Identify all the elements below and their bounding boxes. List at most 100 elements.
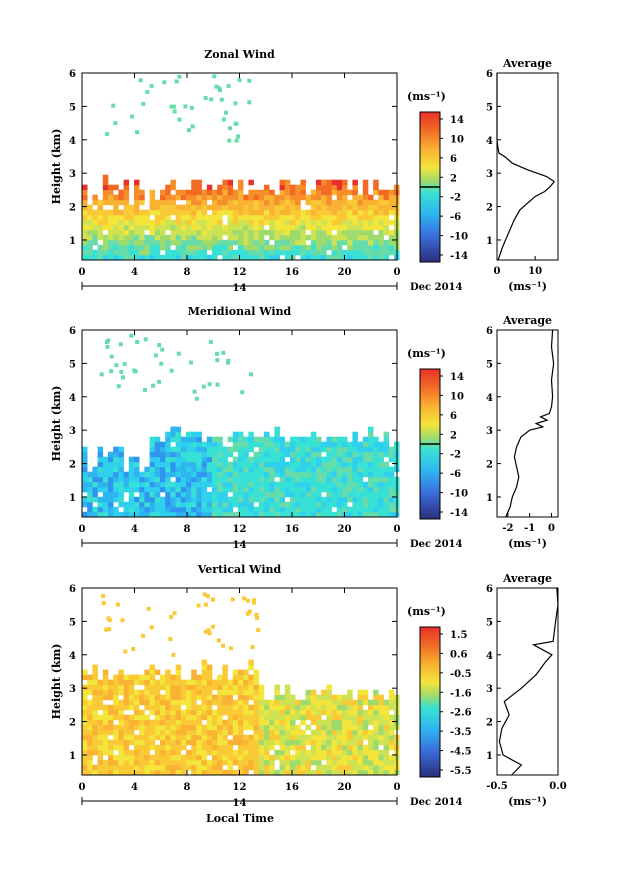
heatmap-cell <box>253 194 260 201</box>
heatmap-cell <box>336 719 343 726</box>
heatmap-cell <box>253 204 260 211</box>
heatmap-cell <box>300 461 306 468</box>
heatmap-cell <box>362 466 369 473</box>
heatmap-cell <box>206 229 213 236</box>
heatmap-cell <box>316 204 322 211</box>
heatmap-cell <box>154 501 161 508</box>
x-tick-label: 4 <box>131 267 138 278</box>
heatmap-cell <box>383 209 390 216</box>
heatmap-cell <box>206 491 213 498</box>
heatmap-cell <box>336 179 343 186</box>
heatmap-cell <box>243 234 249 241</box>
heatmap-cell <box>149 664 156 671</box>
heatmap-cell <box>217 461 223 468</box>
heatmap-cell <box>243 481 249 488</box>
heatmap-cell <box>154 219 161 226</box>
heatmap-cell <box>388 734 395 741</box>
heatmap-cell <box>149 734 156 741</box>
heatmap-cell <box>154 719 161 726</box>
heatmap-cell <box>139 486 145 493</box>
heatmap-cell <box>305 456 312 463</box>
heatmap-cell <box>378 461 384 468</box>
heatmap-cell <box>258 199 265 206</box>
heatmap-cell <box>227 194 234 201</box>
heatmap-cell <box>274 734 280 741</box>
heatmap-cell <box>108 511 114 518</box>
heatmap-cell <box>342 446 348 453</box>
heatmap-cell <box>269 461 275 468</box>
heatmap-cell <box>82 501 88 508</box>
heatmap-cell <box>388 466 395 473</box>
heatmap-cell <box>388 764 395 771</box>
heatmap-cell <box>175 729 182 736</box>
heatmap-cell <box>227 719 234 726</box>
y-tick-label: 3 <box>69 426 76 437</box>
heatmap-cell <box>269 769 275 776</box>
heatmap-cell <box>217 486 223 493</box>
heatmap-cell <box>269 729 275 736</box>
heatmap-cell <box>186 451 192 458</box>
heatmap-cell <box>258 694 265 701</box>
heatmap-cell <box>300 234 306 241</box>
heatmap-cell <box>248 759 254 766</box>
heatmap-cell <box>128 729 135 736</box>
heatmap-cell <box>217 234 223 241</box>
heatmap-cell <box>342 506 348 513</box>
heatmap-cell <box>196 744 202 751</box>
heatmap-cell <box>87 249 93 256</box>
heatmap-cell <box>108 234 114 241</box>
heatmap-cell <box>326 254 332 261</box>
heatmap-cell <box>295 709 301 716</box>
heatmap-cell <box>175 249 182 256</box>
heatmap-cell <box>144 476 150 483</box>
heatmap-cell <box>165 199 171 206</box>
heatmap-cell <box>321 249 327 256</box>
heatmap-cell <box>191 769 197 776</box>
heatmap-cell <box>274 506 280 513</box>
heatmap-cell <box>388 689 395 696</box>
heatmap-cell <box>295 471 301 478</box>
heatmap-cell <box>284 466 291 473</box>
heatmap-cell <box>186 229 192 236</box>
heatmap-cell <box>342 759 348 766</box>
heatmap-cell <box>347 254 353 261</box>
panel-title: Meridional Wind <box>188 305 292 318</box>
heatmap-cell <box>310 719 317 726</box>
heatmap-cell <box>160 729 166 736</box>
heatmap-cell <box>144 684 150 691</box>
heatmap-cell <box>201 769 208 776</box>
heatmap-cell <box>134 199 140 206</box>
heatmap-cell <box>258 466 265 473</box>
heatmap-cell <box>160 764 166 771</box>
heatmap-cell <box>232 511 239 518</box>
heatmap-cell <box>217 491 223 498</box>
heatmap-cell <box>373 179 379 186</box>
heatmap-cell <box>144 734 150 741</box>
heatmap-cell <box>108 496 114 503</box>
heatmap-cell <box>196 759 202 766</box>
heatmap-cell <box>316 436 322 443</box>
heatmap-cell <box>316 506 322 513</box>
heatmap-cell <box>170 456 176 463</box>
heatmap-cell <box>113 471 119 478</box>
heatmap-cell <box>234 138 239 143</box>
heatmap-cell <box>203 629 208 634</box>
heatmap-cell <box>295 214 301 221</box>
heatmap-cell <box>160 214 166 221</box>
heatmap-cell <box>128 234 135 241</box>
heatmap-cell <box>326 749 332 756</box>
heatmap-cell <box>154 446 161 453</box>
heatmap-cell <box>222 244 228 251</box>
heatmap-cell <box>236 134 241 139</box>
heatmap-cell <box>170 254 176 261</box>
heatmap-cell <box>305 436 312 443</box>
heatmap-cell <box>254 612 259 617</box>
heatmap-cell <box>300 496 306 503</box>
heatmap-cell <box>97 254 104 261</box>
heatmap-cell <box>295 764 301 771</box>
heatmap-cell <box>274 694 280 701</box>
heatmap-cell <box>134 189 140 196</box>
heatmap-cell <box>154 471 161 478</box>
heatmap-cell <box>331 501 338 508</box>
heatmap-cell <box>97 461 104 468</box>
